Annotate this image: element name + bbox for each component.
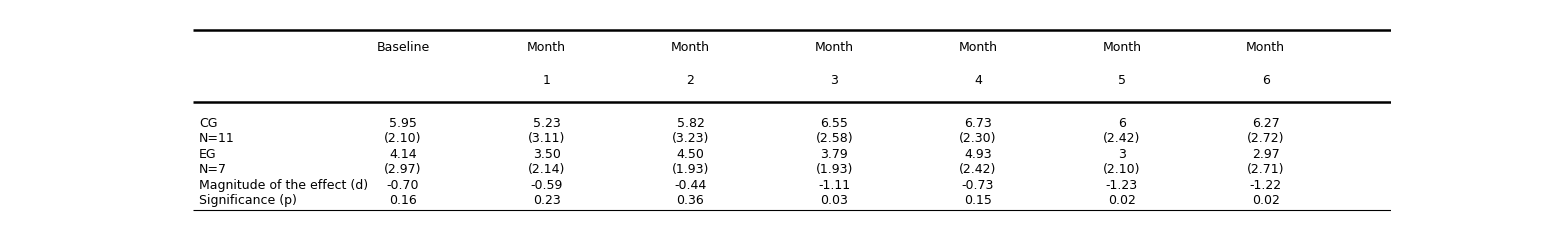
Text: (1.93): (1.93)	[673, 163, 710, 176]
Text: Significance (p): Significance (p)	[199, 194, 297, 207]
Text: (2.58): (2.58)	[815, 132, 853, 145]
Text: (3.11): (3.11)	[529, 132, 566, 145]
Text: (2.42): (2.42)	[1104, 132, 1141, 145]
Text: (2.10): (2.10)	[1102, 163, 1141, 176]
Text: Month: Month	[1246, 41, 1285, 55]
Text: -1.11: -1.11	[818, 179, 850, 192]
Text: (2.30): (2.30)	[959, 132, 997, 145]
Text: (3.23): (3.23)	[673, 132, 710, 145]
Text: -1.22: -1.22	[1249, 179, 1282, 192]
Text: -0.59: -0.59	[530, 179, 563, 192]
Text: 5: 5	[1118, 74, 1125, 87]
Text: 5.82: 5.82	[677, 117, 705, 129]
Text: (2.10): (2.10)	[383, 132, 422, 145]
Text: -0.70: -0.70	[386, 179, 419, 192]
Text: (2.71): (2.71)	[1246, 163, 1285, 176]
Text: 4.93: 4.93	[965, 148, 993, 161]
Text: 0.15: 0.15	[965, 194, 993, 207]
Text: 4.14: 4.14	[390, 148, 417, 161]
Text: 6: 6	[1118, 117, 1125, 129]
Text: 6.55: 6.55	[821, 117, 849, 129]
Text: 3: 3	[830, 74, 838, 87]
Text: CG: CG	[199, 117, 218, 129]
Text: -1.23: -1.23	[1105, 179, 1138, 192]
Text: (1.93): (1.93)	[816, 163, 853, 176]
Text: Baseline: Baseline	[376, 41, 430, 55]
Text: 3.50: 3.50	[533, 148, 561, 161]
Text: (2.72): (2.72)	[1246, 132, 1285, 145]
Text: N=11: N=11	[199, 132, 235, 145]
Text: (2.14): (2.14)	[529, 163, 566, 176]
Text: Month: Month	[527, 41, 566, 55]
Text: 0.23: 0.23	[533, 194, 561, 207]
Text: 4: 4	[974, 74, 982, 87]
Text: 0.02: 0.02	[1252, 194, 1280, 207]
Text: 4.50: 4.50	[677, 148, 705, 161]
Text: 0.36: 0.36	[677, 194, 705, 207]
Text: 6.27: 6.27	[1252, 117, 1280, 129]
Text: 1: 1	[543, 74, 550, 87]
Text: 5.23: 5.23	[533, 117, 561, 129]
Text: Month: Month	[959, 41, 997, 55]
Text: 6.73: 6.73	[965, 117, 993, 129]
Text: (2.42): (2.42)	[960, 163, 997, 176]
Text: 0.02: 0.02	[1108, 194, 1136, 207]
Text: Month: Month	[671, 41, 710, 55]
Text: Magnitude of the effect (d): Magnitude of the effect (d)	[199, 179, 368, 192]
Text: 5.95: 5.95	[390, 117, 417, 129]
Text: Month: Month	[815, 41, 853, 55]
Text: 6: 6	[1262, 74, 1269, 87]
Text: N=7: N=7	[199, 163, 227, 176]
Text: 3: 3	[1118, 148, 1125, 161]
Text: 2: 2	[686, 74, 694, 87]
Text: -0.44: -0.44	[674, 179, 707, 192]
Text: -0.73: -0.73	[962, 179, 994, 192]
Text: 0.03: 0.03	[821, 194, 849, 207]
Text: 3.79: 3.79	[821, 148, 849, 161]
Text: 0.16: 0.16	[390, 194, 417, 207]
Text: 2.97: 2.97	[1252, 148, 1280, 161]
Text: Month: Month	[1102, 41, 1141, 55]
Text: (2.97): (2.97)	[383, 163, 422, 176]
Text: EG: EG	[199, 148, 216, 161]
